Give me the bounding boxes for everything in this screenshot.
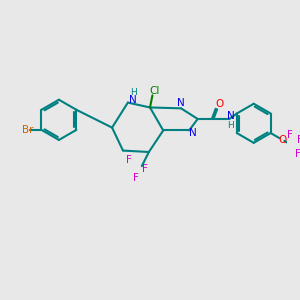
- Text: F: F: [142, 164, 148, 174]
- Text: F: F: [126, 155, 132, 165]
- Text: Cl: Cl: [149, 85, 160, 95]
- Text: F: F: [133, 173, 138, 183]
- Text: O: O: [216, 99, 224, 109]
- Text: N: N: [227, 111, 235, 121]
- Text: F: F: [295, 149, 300, 159]
- Text: N: N: [189, 128, 196, 138]
- Text: N: N: [129, 95, 137, 105]
- Text: H: H: [227, 121, 234, 130]
- Text: Br: Br: [22, 125, 33, 135]
- Text: O: O: [278, 134, 286, 145]
- Text: F: F: [287, 130, 293, 140]
- Text: F: F: [297, 135, 300, 146]
- Text: H: H: [130, 88, 136, 97]
- Text: N: N: [177, 98, 185, 108]
